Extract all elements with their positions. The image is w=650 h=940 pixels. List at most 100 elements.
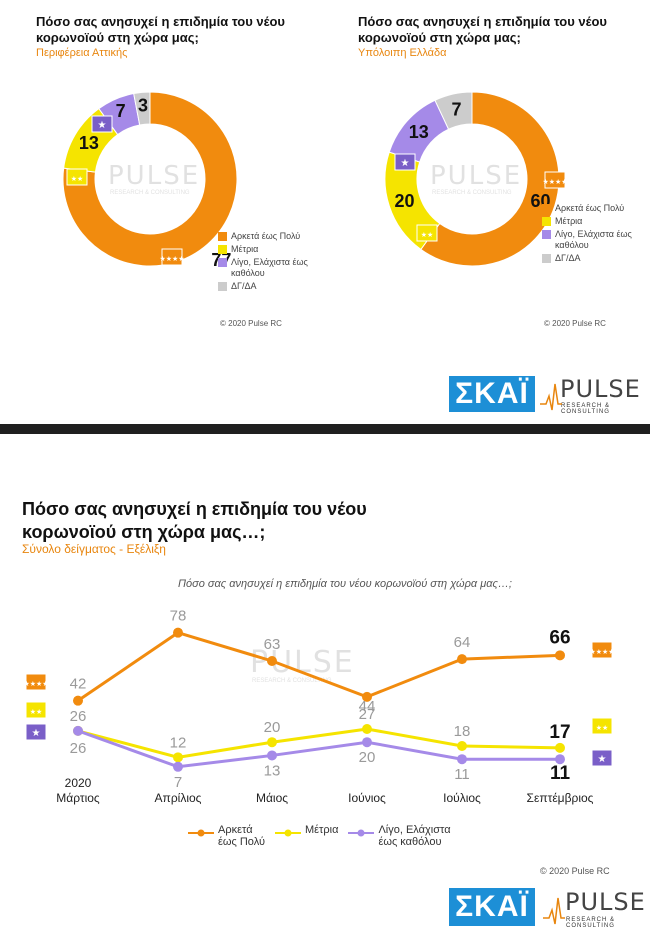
legend-right: Αρκετά έως Πολύ Μέτρια Λίγο, Ελάχιστα έω…	[542, 203, 637, 266]
badge-bg	[416, 224, 438, 242]
pulse-wave-icon	[543, 897, 565, 925]
series-line	[77, 727, 561, 759]
badge-stars: ★★★★	[23, 680, 48, 688]
legend-left: Αρκετά έως Πολύ Μέτρια Λίγο, Ελάχιστα έω…	[218, 231, 308, 294]
legend-label: Αρκετά έως Πολύ	[231, 231, 301, 241]
trend-subtitle: Σύνολο δείγματος - Εξέλιξη	[22, 542, 166, 556]
legend-label: ΔΓ/ΔΑ	[231, 281, 257, 291]
badge-stars: ★★★★	[542, 178, 567, 186]
watermark-text: PULSE	[250, 645, 355, 680]
legend-label: Μέτρια	[555, 216, 583, 226]
copyright: © 2020 Pulse RC	[540, 866, 610, 876]
legend-swatch	[542, 254, 551, 263]
x-tick-label: Σεπτέμβριος	[527, 791, 594, 805]
badge-bg	[25, 723, 47, 741]
series-point	[173, 627, 183, 638]
legend-swatch	[218, 258, 227, 267]
panel-title: Πόσο σας ανησυχεί η επιδημία του νέου κο…	[36, 14, 285, 45]
star-badge-icon: ★★	[25, 701, 47, 719]
series-point	[267, 737, 277, 748]
slice-value-label: 20	[394, 191, 414, 211]
series-point	[73, 695, 83, 706]
trend-legend-item: Λίγο, Ελάχιστα έως καθόλου	[348, 824, 451, 848]
data-label: 11	[550, 763, 571, 784]
data-label: 13	[264, 762, 281, 779]
legend-line-marker	[274, 829, 301, 837]
copyright: © 2020 Pulse RC	[544, 319, 606, 328]
slice-value-label: 3	[138, 95, 148, 115]
copyright: © 2020 Pulse RC	[220, 319, 282, 328]
legend-item: Αρκετά έως Πολύ	[218, 231, 308, 242]
watermark-text: PULSE	[108, 161, 200, 191]
badge-stars: ★	[32, 728, 41, 739]
legend-swatch	[542, 230, 551, 239]
trend-title-line: κορωνοϊού στη χώρα μας…;	[22, 522, 266, 542]
legend-item: Λίγο, Ελάχιστα έως καθόλου	[542, 229, 637, 251]
slice-value-label: 13	[409, 122, 429, 142]
skai-logo: ΣΚΑΪ	[449, 376, 535, 412]
star-badge-icon: ★★★★	[159, 248, 185, 266]
x-tick-label: Μάρτιος	[56, 791, 100, 805]
star-badge-icon: ★★★★	[589, 641, 615, 659]
badge-stars: ★★★★	[159, 255, 184, 263]
legend-label: έως καθόλου	[378, 836, 442, 848]
data-label: 27	[359, 706, 376, 723]
data-label: 11	[454, 766, 470, 783]
series-point	[362, 724, 372, 734]
data-label: 18	[454, 723, 471, 740]
data-label: 63	[264, 636, 281, 653]
trend-legend: Αρκετά έως Πολύ Μέτρια Λίγο, Ελάχιστα έως …	[188, 824, 461, 848]
legend-swatch	[542, 217, 551, 226]
badge-stars: ★★★★	[589, 648, 614, 656]
trend-question: Πόσο σας ανησυχεί η επιδημία του νέου κο…	[178, 578, 512, 590]
legend-item: Αρκετά έως Πολύ	[542, 203, 637, 214]
badge-stars: ★★	[30, 708, 43, 716]
legend-swatch	[218, 245, 227, 254]
legend-label: Αρκετά έως Πολύ	[555, 203, 625, 213]
pulse-logo-subtitle: RESEARCH & CONSULTING	[566, 917, 616, 929]
legend-label: Μέτρια	[231, 244, 259, 254]
panel-subtitle: Υπόλοιπη Ελλάδα	[358, 47, 447, 59]
series-point	[173, 752, 183, 763]
badge-stars: ★	[98, 120, 107, 131]
series-point	[267, 656, 277, 666]
legend-label: Λίγο, Ελάχιστα έως καθόλου	[231, 257, 308, 278]
badge-bg	[394, 153, 416, 171]
pulse-logo: PULSE	[560, 375, 641, 403]
badge-bg	[66, 168, 88, 186]
star-badge-icon: ★★	[66, 168, 88, 186]
panel-attica: Πόσο σας ανησυχεί η επιδημία του νέου κο…	[36, 14, 316, 59]
x-tick-label: Ιούνιος	[348, 791, 386, 805]
series-line	[77, 631, 561, 702]
panel-rest-greece: Πόσο σας ανησυχεί η επιδημία του νέου κο…	[358, 14, 638, 59]
series-point	[73, 725, 83, 736]
pulse-logo-subtitle: RESEARCH & CONSULTING	[561, 403, 611, 415]
legend-line-marker	[348, 829, 375, 837]
series-point	[555, 650, 565, 661]
badge-bg	[161, 248, 183, 266]
slice-value-label: 7	[452, 100, 462, 120]
panel-title: Πόσο σας ανησυχεί η επιδημία του νέου κο…	[358, 14, 607, 45]
star-badge-icon: ★★	[591, 717, 613, 735]
badge-stars: ★★	[596, 724, 609, 732]
watermark-subtext: RESEARCH & CONSULTING	[110, 190, 190, 196]
skai-logo: ΣΚΑΪ	[449, 888, 535, 926]
data-label: 20	[264, 719, 281, 736]
badge-stars: ★★	[71, 175, 84, 183]
legend-label: Αρκετά	[218, 824, 253, 836]
legend-label: Λίγο, Ελάχιστα έως καθόλου	[555, 229, 632, 250]
badge-stars: ★	[598, 754, 607, 765]
pulse-wave-icon	[540, 383, 562, 411]
legend-label: ΔΓ/ΔΑ	[555, 253, 581, 263]
legend-item: Λίγο, Ελάχιστα έως καθόλου	[218, 257, 308, 279]
section-divider	[0, 424, 650, 434]
data-label: 12	[170, 734, 187, 751]
trend-legend-item: Μέτρια	[274, 824, 338, 848]
pulse-logo: PULSE	[565, 888, 646, 916]
legend-line-marker	[188, 829, 214, 837]
slice-value-label: 13	[79, 133, 99, 153]
donut-slice	[62, 91, 238, 267]
